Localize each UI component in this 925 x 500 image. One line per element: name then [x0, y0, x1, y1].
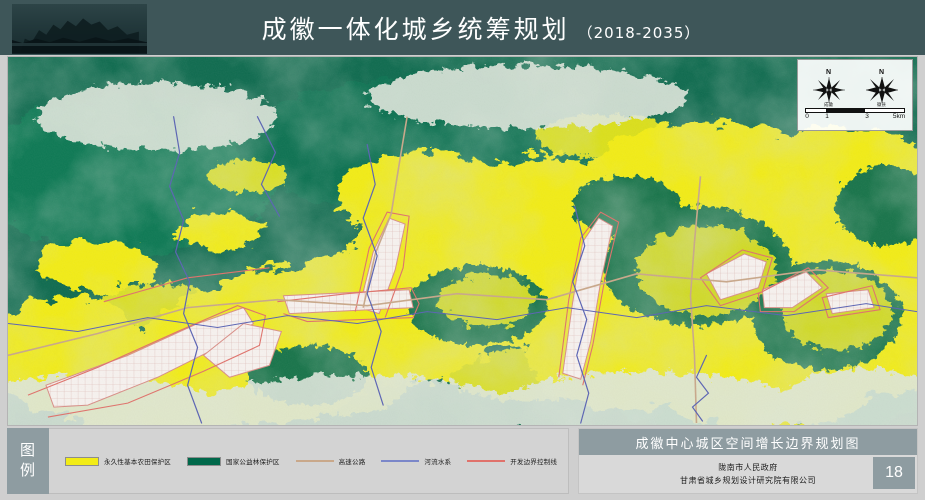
- legend-tab-line1: 图: [19, 442, 36, 459]
- page-number: 18: [873, 457, 915, 489]
- bottom-bar: 图 例 永久性基本农田保护区 国家公益林保护区 高速公路: [0, 428, 925, 500]
- page-title: 成徽一体化城乡统筹规划: [261, 14, 570, 44]
- map-canvas[interactable]: 本设雷: [8, 57, 917, 425]
- north-label-left: N: [825, 69, 832, 76]
- scale-bar-group: 0 1 3 5km: [802, 108, 908, 122]
- legend-label-farmland: 永久性基本农田保护区: [104, 459, 171, 466]
- legend-line-highway: [295, 457, 334, 466]
- scale-bar: [805, 108, 905, 113]
- legend-item-highway[interactable]: 高速公路: [295, 456, 366, 466]
- legend-line-boundary: [467, 457, 506, 466]
- scale-tick-1: 1: [825, 113, 829, 120]
- compass-rose-right-icon: [865, 77, 898, 103]
- scale-tick-3: 5km: [892, 113, 906, 120]
- legend-line-river: [381, 457, 420, 466]
- legend-items: 永久性基本农田保护区 国家公益林保护区 高速公路 河流水系: [49, 456, 557, 466]
- page-header: 成徽一体化城乡统筹规划 （2018-2035）: [0, 0, 925, 55]
- compass-rose-left-icon: [812, 77, 845, 103]
- plan-period: （2018-2035）: [577, 23, 701, 42]
- legend-item-river[interactable]: 河流水系: [381, 456, 451, 466]
- legend-label-highway: 高速公路: [338, 459, 366, 466]
- legend-swatch-forest: [187, 456, 221, 466]
- organization-primary: 陇南市人民政府: [718, 463, 778, 472]
- compass-sub-left: 成徽: [824, 102, 833, 107]
- legend-panel: 永久性基本农田保护区 国家公益林保护区 高速公路 河流水系: [49, 428, 569, 494]
- mountain-photo: [12, 3, 147, 54]
- organization-secondary: 甘肃省城乡规划设计研究院有限公司: [680, 476, 816, 485]
- north-label-right: N: [878, 69, 885, 76]
- map-title: 成徽中心城区空间增长边界规划图: [579, 429, 917, 455]
- legend-item-forest[interactable]: 国家公益林保护区: [187, 456, 280, 466]
- legend-swatch-farmland: [65, 456, 99, 466]
- map-render: 本设雷: [8, 57, 917, 425]
- legend-tab: 图 例: [7, 428, 49, 494]
- north-arrow-right: N: [861, 69, 903, 107]
- legend-label-forest: 国家公益林保护区: [226, 459, 280, 466]
- map-tools-panel: N: [797, 59, 913, 131]
- map-frame[interactable]: 本设雷 N: [7, 56, 918, 426]
- legend-label-river: 河流水系: [424, 459, 452, 466]
- legend-item-boundary[interactable]: 开发边界控制线: [467, 456, 557, 466]
- compass-sub-right: 徽县: [877, 102, 886, 107]
- scale-tick-0: 0: [805, 113, 809, 120]
- north-arrow-left: N: [808, 69, 850, 107]
- legend-label-boundary: 开发边界控制线: [510, 459, 558, 466]
- title-block: 成徽中心城区空间增长边界规划图 陇南市人民政府 甘肃省城乡规划设计研究院有限公司…: [578, 428, 918, 494]
- legend-item-farmland[interactable]: 永久性基本农田保护区: [65, 456, 171, 466]
- title-block-body: 陇南市人民政府 甘肃省城乡规划设计研究院有限公司 18: [579, 455, 917, 493]
- scale-tick-2: 3: [865, 113, 869, 120]
- scale-tick-labels: 0 1 3 5km: [805, 113, 905, 122]
- header-title-group: 成徽一体化城乡统筹规划 （2018-2035）: [147, 10, 925, 46]
- legend-tab-line2: 例: [19, 462, 36, 479]
